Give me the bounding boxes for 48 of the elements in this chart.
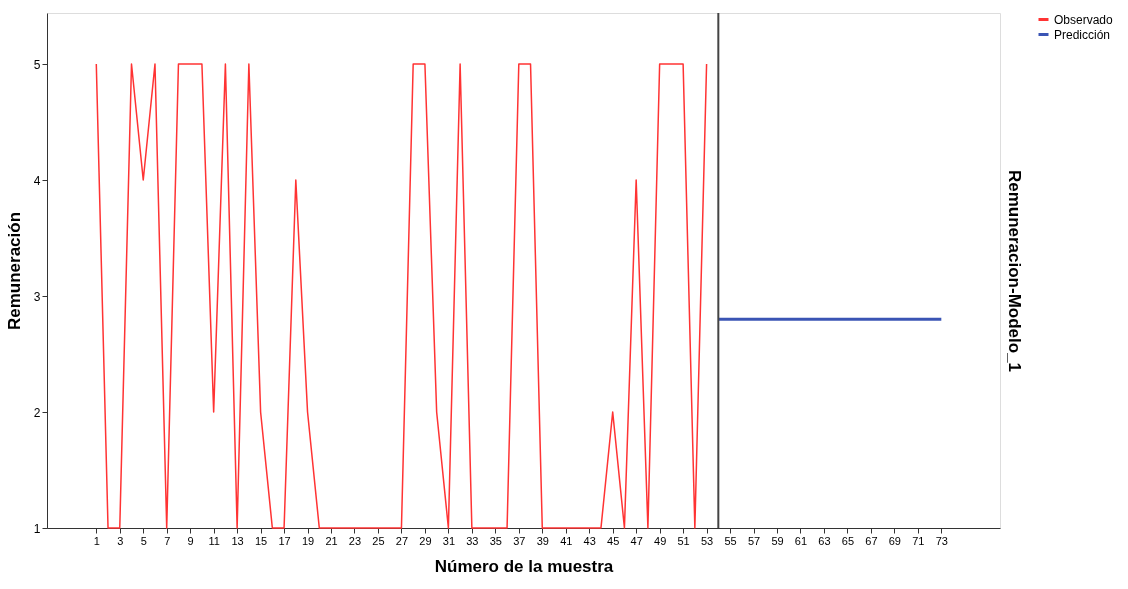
y-tick-label: 3: [33, 289, 41, 304]
x-tick-label: 35: [489, 534, 502, 547]
x-tick-label: 51: [677, 534, 690, 547]
x-tick-label: 9: [187, 534, 194, 547]
x-tick-label: 41: [560, 534, 573, 547]
x-tick-label: 47: [630, 534, 643, 547]
x-tick-label: 65: [841, 534, 855, 547]
x-tick-label: 25: [372, 534, 385, 547]
x-tick-label: 15: [254, 534, 268, 547]
x-tick-label: 39: [536, 534, 549, 547]
x-tick-label: 29: [419, 534, 432, 547]
y-tick-label: 5: [33, 57, 41, 72]
x-tick-label: 67: [865, 534, 878, 547]
x-tick-label: 7: [164, 534, 171, 547]
x-tick-label: 45: [607, 534, 620, 547]
x-tick-label: 69: [888, 534, 901, 547]
x-tick-label: 61: [794, 534, 808, 547]
x-tick-label: 17: [278, 534, 291, 547]
x-tick-label: 3: [117, 534, 124, 547]
x-tick-label: 19: [301, 534, 315, 547]
legend-label: Predicción: [1054, 27, 1111, 42]
x-tick-label: 13: [231, 534, 244, 547]
x-tick-label: 63: [818, 534, 831, 547]
x-tick-label: 31: [442, 534, 456, 547]
x-tick-label: 55: [724, 534, 737, 547]
x-tick-label: 49: [654, 534, 667, 547]
x-tick-label: 71: [912, 534, 925, 547]
x-tick-label: 11: [208, 534, 220, 547]
line-series: [95, 63, 708, 529]
x-tick-label: 37: [513, 534, 526, 547]
x-axis-title: Número de la muestra: [434, 556, 614, 576]
y-tick-label: 1: [33, 521, 41, 536]
x-tick-label: 59: [771, 534, 784, 547]
y-tick-label: 2: [33, 405, 41, 420]
x-tick-label: 1: [93, 534, 100, 547]
x-tick-label: 23: [348, 534, 362, 547]
y2-axis-title: Remuneracion-Modelo_1: [1004, 169, 1024, 373]
x-tick-label: 43: [583, 534, 596, 547]
x-tick-label: 21: [325, 534, 338, 547]
y-axis-title: Remuneración: [4, 211, 24, 331]
x-tick-label: 5: [140, 534, 147, 547]
y-tick-label: 4: [33, 173, 41, 188]
legend-label: Observado: [1054, 12, 1114, 27]
x-tick-label: 27: [395, 534, 409, 547]
x-tick-label: 33: [466, 534, 479, 547]
x-tick-label: 53: [700, 534, 714, 547]
x-tick-label: 73: [935, 534, 948, 547]
x-tick-label: 57: [747, 534, 761, 547]
